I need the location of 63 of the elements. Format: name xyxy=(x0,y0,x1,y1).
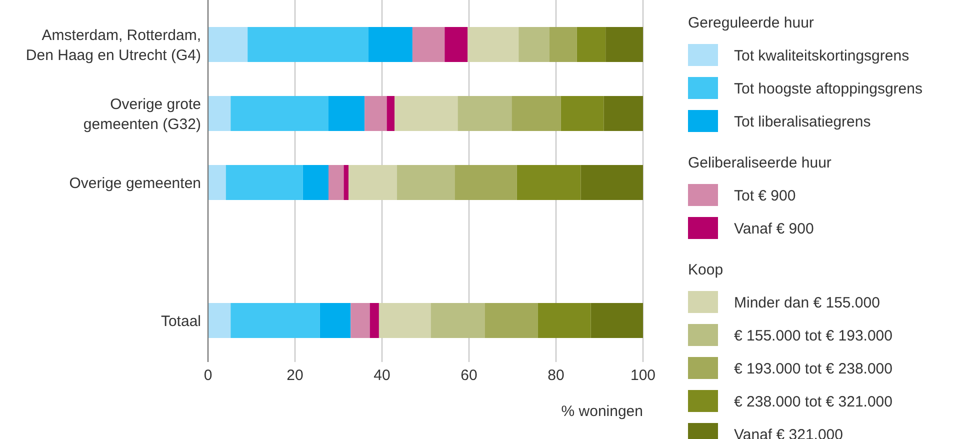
x-tick-label: 100 xyxy=(630,367,656,384)
x-axis-title: % woningen xyxy=(561,403,643,420)
bar xyxy=(208,27,248,62)
bar xyxy=(328,96,365,131)
x-tick-label: 60 xyxy=(460,367,478,384)
bar xyxy=(248,27,369,62)
bar xyxy=(516,165,581,200)
bar xyxy=(370,303,379,338)
bar xyxy=(350,303,370,338)
bar xyxy=(208,303,231,338)
bar xyxy=(454,165,517,200)
bar xyxy=(580,165,643,200)
y-tick-label: Totaal xyxy=(160,312,201,330)
bar xyxy=(208,165,226,200)
bar xyxy=(226,165,303,200)
text: Geliberaliseerde huur xyxy=(688,154,832,172)
bar xyxy=(560,96,604,131)
bar xyxy=(348,165,397,200)
bar xyxy=(444,27,468,62)
x-tick-label: 0 xyxy=(204,367,212,384)
bar xyxy=(344,165,349,200)
legend-label: Minder dan € 155.000 xyxy=(734,294,880,312)
bar xyxy=(320,303,351,338)
text: Gereguleerde huur xyxy=(688,14,814,32)
x-tick-label: 40 xyxy=(374,367,390,384)
y-tick-label: Amsterdam, Rotterdam, Den Haag en Utrecht (G4) xyxy=(26,26,202,64)
bar xyxy=(364,96,387,131)
bar xyxy=(394,96,458,131)
y-tick-label: Overige gemeenten xyxy=(69,174,201,192)
legend-label: € 193.000 tot € 238.000 xyxy=(734,360,892,378)
legend-label: Tot kwaliteitskortingsgrens xyxy=(734,47,910,64)
bar xyxy=(396,165,455,200)
legend-label: Tot hoogste aftoppingsgrens xyxy=(734,80,922,98)
legend-label: Vanaf € 900 xyxy=(734,220,814,238)
bar xyxy=(538,303,591,338)
legend-label: € 155.000 tot € 193.000 xyxy=(734,327,892,344)
bar xyxy=(302,165,328,200)
bar xyxy=(518,27,550,62)
x-tick-label: 20 xyxy=(286,367,304,384)
bar xyxy=(484,303,538,338)
bar xyxy=(512,96,561,131)
bar xyxy=(230,303,320,338)
bar xyxy=(386,96,395,131)
bar xyxy=(468,27,519,62)
bar xyxy=(208,96,231,131)
bar xyxy=(576,27,606,62)
bar xyxy=(368,27,412,62)
bar xyxy=(412,27,445,62)
y-tick-label: Overige grote gemeenten (G32) xyxy=(83,96,201,133)
bar xyxy=(430,303,485,338)
bar xyxy=(458,96,512,131)
text: Koop xyxy=(688,261,724,278)
bar xyxy=(604,96,643,131)
bar xyxy=(606,27,643,62)
x-tick-label: 80 xyxy=(548,367,564,384)
legend-label: Tot liberalisatiegrens xyxy=(734,113,871,130)
bar xyxy=(230,96,328,131)
legend-label: Tot € 900 xyxy=(734,187,796,204)
bar xyxy=(549,27,577,62)
bar xyxy=(378,303,431,338)
bar xyxy=(328,165,344,200)
legend-label: € 238.000 tot € 321.000 xyxy=(734,393,892,410)
bar xyxy=(590,303,643,338)
